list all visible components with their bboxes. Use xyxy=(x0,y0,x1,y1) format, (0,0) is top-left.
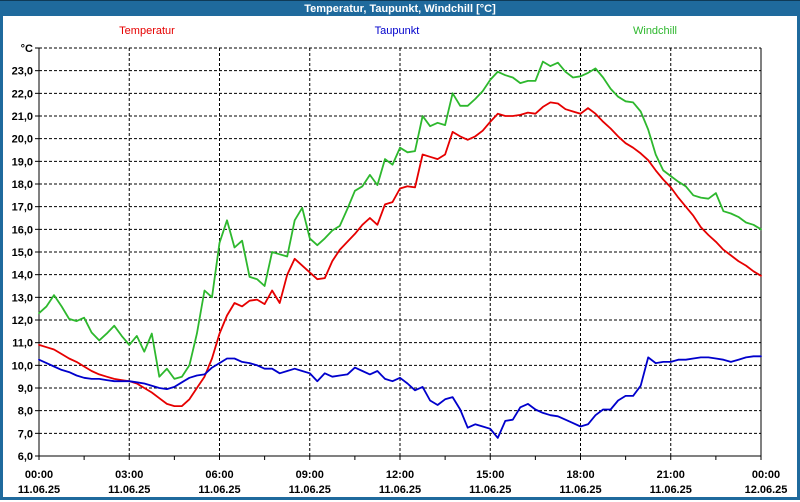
x-tick-date-label: 11.06.25 xyxy=(650,484,692,496)
y-tick-label: 11,0 xyxy=(12,338,33,350)
legend-label-temperatur: Temperatur xyxy=(119,25,175,37)
y-tick-label: 13,0 xyxy=(12,292,33,304)
x-tick-date-label: 11.06.25 xyxy=(469,484,511,496)
legend-item-temperatur: Temperatur xyxy=(119,25,175,37)
chart-canvas: Temperatur Taupunkt Windchill 23,0 22,0 21… xyxy=(3,16,797,497)
y-tick-label: 21,0 xyxy=(12,111,33,123)
y-tick-label: 16,0 xyxy=(12,224,33,236)
legend-label-taupunkt: Taupunkt xyxy=(374,25,420,37)
x-tick-time-label: 12:00 xyxy=(386,469,414,481)
x-tick-date-label: 11.06.25 xyxy=(108,484,150,496)
y-tick-label: 12,0 xyxy=(12,315,33,327)
series-temperatur-line xyxy=(38,101,762,408)
chart: 23,0 22,0 21,0 20,0 19,0 18,0 17,0 16,0 15,0 14,0… xyxy=(12,43,788,496)
x-tick-time-label: 00:00 xyxy=(25,469,53,481)
y-tick-label: 8,0 xyxy=(18,406,33,418)
legend-label-windchill: Windchill xyxy=(632,25,678,37)
x-tick-time-label: 03:00 xyxy=(115,469,143,481)
x-tick-date-label: 11.06.25 xyxy=(18,484,60,496)
y-tick-label: 10,0 xyxy=(12,360,33,372)
x-tick-date-label: 11.06.25 xyxy=(289,484,331,496)
y-tick-label: 19,0 xyxy=(12,156,33,168)
y-tick-label: 20,0 xyxy=(12,134,33,146)
y-axis-unit-label: °C xyxy=(21,43,33,55)
y-tick-label: 9,0 xyxy=(18,383,33,395)
y-tick-label: 22,0 xyxy=(12,88,33,100)
legend-item-windchill: Windchill xyxy=(633,25,677,37)
x-tick-time-label: 09:00 xyxy=(296,469,324,481)
y-tick-label: 17,0 xyxy=(12,202,33,214)
title-bar: Temperatur, Taupunkt, Windchill [°C] xyxy=(0,0,800,17)
y-tick-label: 14,0 xyxy=(12,270,33,282)
x-tick-time-label: 18:00 xyxy=(566,469,594,481)
legend-item-taupunkt: Taupunkt xyxy=(375,25,420,37)
series-windchill-line xyxy=(38,60,762,380)
x-tick-date-label: 11.06.25 xyxy=(379,484,421,496)
x-tick-date-label: 12.06.25 xyxy=(745,484,788,496)
window-title: Temperatur, Taupunkt, Windchill [°C] xyxy=(304,3,496,15)
y-tick-label: 7,0 xyxy=(18,428,33,440)
series-taupunkt-line xyxy=(38,355,762,439)
x-tick-date-label: 11.06.25 xyxy=(559,484,601,496)
x-tick-time-label: 00:00 xyxy=(752,469,780,481)
x-tick-time-label: 21:00 xyxy=(657,469,685,481)
x-tick-time-label: 06:00 xyxy=(205,469,233,481)
x-tick-date-label: 11.06.25 xyxy=(198,484,240,496)
y-tick-label: 6,0 xyxy=(18,451,33,463)
y-tick-label: 15,0 xyxy=(12,247,33,259)
y-tick-label: 18,0 xyxy=(12,179,33,191)
x-tick-time-label: 15:00 xyxy=(476,469,504,481)
y-tick-label: 23,0 xyxy=(12,66,33,78)
